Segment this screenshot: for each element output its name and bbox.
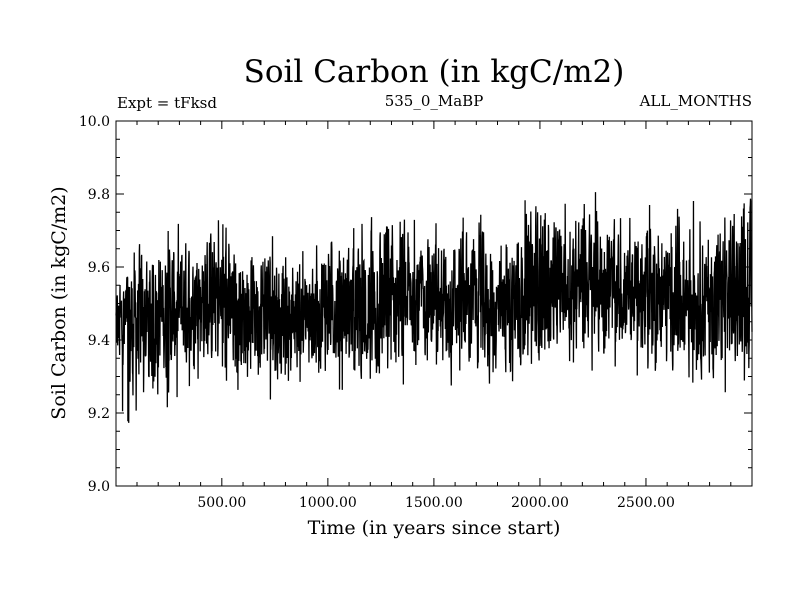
y-tick-label: 9.4 (88, 333, 110, 349)
y-axis-label: Soil Carbon (in kgC/m2) (48, 186, 70, 419)
y-tick-label: 9.6 (88, 260, 110, 276)
x-tick-label: 500.00 (197, 495, 246, 511)
plot-frame (115, 120, 753, 487)
soil-carbon-series-line (115, 192, 753, 423)
tick-labels: 9.0 9.2 9.4 9.6 9.8 10.0 500.00 1000.00 1500.00 2… (79, 114, 675, 511)
y-tick-label: 9.8 (88, 187, 110, 203)
y-tick-label: 9.0 (88, 479, 110, 495)
chart-title: Soil Carbon (in kgC/m2) (244, 54, 625, 90)
x-tick-label: 2500.00 (617, 495, 675, 511)
data-series (115, 192, 753, 423)
x-tick-label: 1000.00 (299, 495, 357, 511)
experiment-label: Expt = tFksd (117, 94, 217, 112)
x-tick-label: 1500.00 (405, 495, 463, 511)
y-tick-label: 10.0 (79, 114, 110, 130)
y-tick-label: 9.2 (88, 406, 110, 422)
period-label: 535_0_MaBP (385, 92, 484, 110)
x-tick-label: 2000.00 (511, 495, 569, 511)
x-axis-label: Time (in years since start) (308, 517, 561, 539)
months-label: ALL_MONTHS (639, 92, 752, 110)
